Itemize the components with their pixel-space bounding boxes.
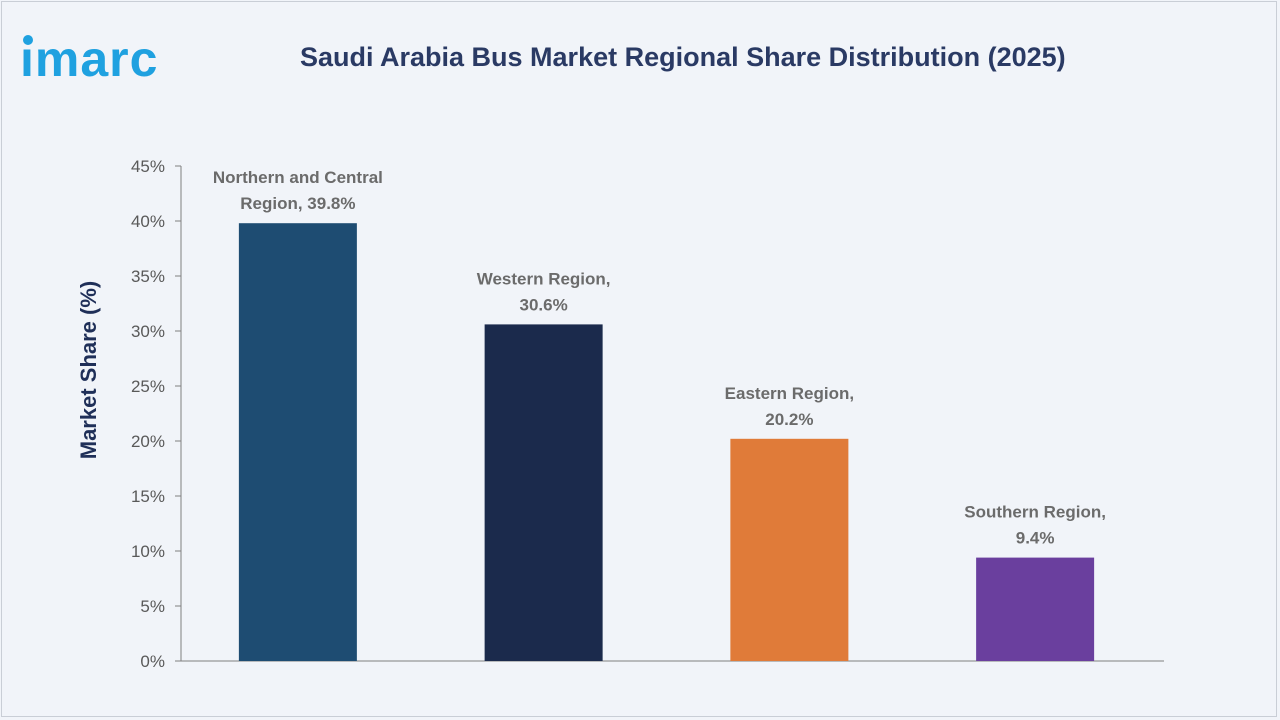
bar-1 (238, 223, 357, 661)
bar-3 (730, 438, 849, 661)
bar-2 (484, 324, 603, 661)
svg-text:ımarc: ımarc (20, 31, 158, 86)
y-tick-label: 40% (131, 212, 165, 231)
data-label-3: Eastern Region, 20.2% (725, 384, 854, 429)
data-label-2: Western Region, 30.6% (477, 269, 611, 314)
y-tick-label: 5% (140, 597, 165, 616)
y-tick-label: 35% (131, 267, 165, 286)
bar-4 (976, 557, 1095, 661)
data-label-1: Northern and Central Region, 39.8% (213, 168, 383, 213)
y-tick-label: 30% (131, 322, 165, 341)
y-tick-label: 45% (131, 157, 165, 176)
imarc-logo: ımarc (20, 31, 158, 86)
y-tick-label: 20% (131, 432, 165, 451)
y-tick-label: 10% (131, 542, 165, 561)
y-tick-label: 0% (140, 652, 165, 671)
data-label-4: Southern Region, 9.4% (964, 503, 1106, 548)
y-tick-label: 25% (131, 377, 165, 396)
chart-title: Saudi Arabia Bus Market Regional Share D… (300, 42, 1066, 72)
y-tick-label: 15% (131, 487, 165, 506)
